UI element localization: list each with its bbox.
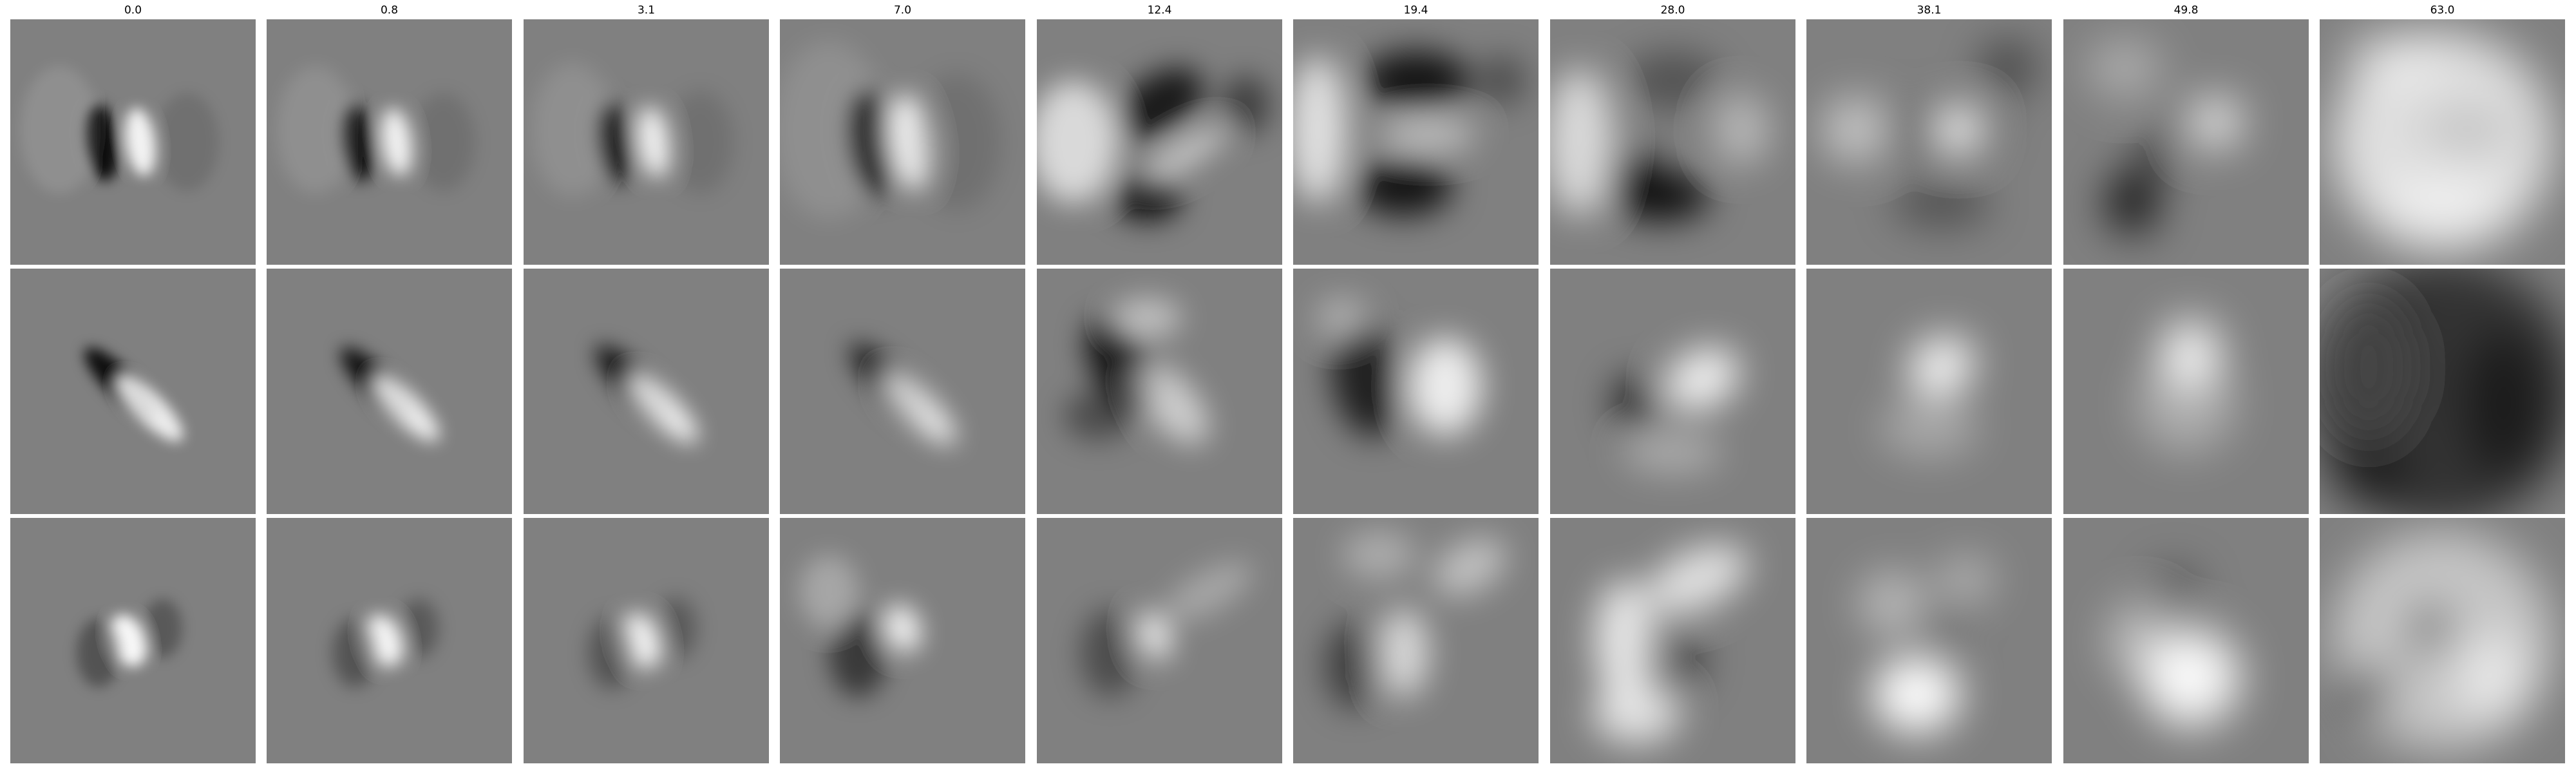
filter-image-tile [524, 19, 769, 265]
filter-image-tile [10, 19, 256, 265]
filter-image-tile [2320, 269, 2565, 514]
filter-image-tile [780, 19, 1025, 265]
column-title: 63.0 [2430, 4, 2455, 17]
filter-image-tile [2063, 269, 2309, 514]
filter-image-tile [2320, 19, 2565, 265]
filter-image-tile [2320, 518, 2565, 763]
column-title: 3.1 [637, 4, 656, 17]
filter-image-tile [2063, 19, 2309, 265]
column-title: 28.0 [1660, 4, 1685, 17]
filter-image-tile [10, 269, 256, 514]
filter-image-tile [1037, 269, 1282, 514]
filter-image-tile [1806, 269, 2052, 514]
filter-image-tile [524, 269, 769, 514]
filter-image-tile [1293, 518, 1539, 763]
filter-image-tile [267, 518, 512, 763]
column-title: 12.4 [1147, 4, 1172, 17]
column-title: 19.4 [1403, 4, 1428, 17]
filter-image-tile [267, 19, 512, 265]
filter-image-tile [1037, 19, 1282, 265]
filter-image-tile [1806, 19, 2052, 265]
filter-image-tile [2063, 518, 2309, 763]
filter-image-tile [1806, 518, 2052, 763]
filter-image-tile [1293, 269, 1539, 514]
filter-image-tile [1550, 518, 1795, 763]
column-title: 7.0 [893, 4, 912, 17]
filter-image-tile [1550, 19, 1795, 265]
filter-image-tile [1550, 269, 1795, 514]
filter-image-tile [1293, 19, 1539, 265]
column-title: 38.1 [1917, 4, 1942, 17]
filter-image-tile [780, 269, 1025, 514]
filter-image-tile [1037, 518, 1282, 763]
filter-image-tile [267, 269, 512, 514]
filter-image-tile [10, 518, 256, 763]
filter-image-tile [780, 518, 1025, 763]
column-title: 0.0 [124, 4, 142, 17]
column-title: 49.8 [2174, 4, 2199, 17]
filter-image-tile [524, 518, 769, 763]
column-title: 0.8 [380, 4, 399, 17]
